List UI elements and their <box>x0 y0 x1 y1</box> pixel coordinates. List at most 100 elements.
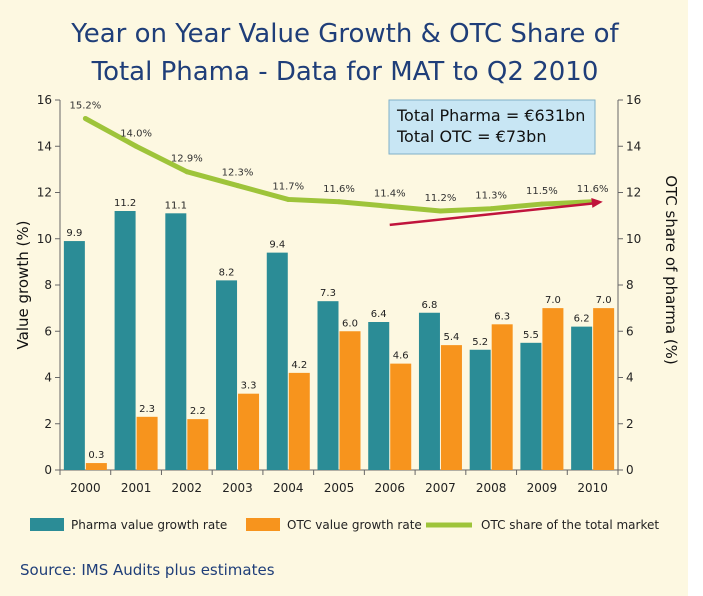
x-tick-label: 2000 <box>70 481 101 495</box>
bar-label-otc: 4.6 <box>393 351 409 362</box>
y-axis-title: Value growth (%) <box>14 221 32 350</box>
legend-swatch-pharma <box>30 518 64 531</box>
annotation-line-2: Total OTC = €73bn <box>396 127 546 146</box>
y-tick-label: 14 <box>37 139 52 153</box>
y2-tick-label: 8 <box>626 278 634 292</box>
y2-tick-label: 2 <box>626 417 634 431</box>
x-tick-label: 2010 <box>577 481 608 495</box>
bar-label-otc: 4.2 <box>291 360 307 371</box>
trend-arrow-shaft <box>389 202 595 227</box>
bar-label-otc: 0.3 <box>88 450 104 461</box>
x-tick-label: 2002 <box>172 481 203 495</box>
otc-share-point <box>285 196 291 202</box>
bar-label-otc: 6.0 <box>342 318 358 329</box>
otc-share-label: 11.6% <box>577 184 609 195</box>
bar-otc <box>593 308 615 470</box>
bar-label-pharma: 11.1 <box>165 200 187 211</box>
bar-label-otc: 2.3 <box>139 404 155 415</box>
bar-label-pharma: 9.4 <box>269 240 285 251</box>
y2-tick-label: 10 <box>626 232 641 246</box>
bar-otc <box>85 463 107 470</box>
bar-pharma <box>165 213 187 470</box>
bar-label-pharma: 8.2 <box>219 267 235 278</box>
bar-label-pharma: 6.4 <box>371 309 387 320</box>
bar-label-pharma: 5.2 <box>472 337 488 348</box>
y-tick-label: 8 <box>44 278 52 292</box>
otc-share-label: 14.0% <box>120 128 152 139</box>
y-tick-label: 16 <box>37 93 52 107</box>
y2-tick-label: 4 <box>626 371 634 385</box>
bar-label-pharma: 7.3 <box>320 288 336 299</box>
bar-pharma <box>63 241 85 470</box>
otc-share-label: 11.5% <box>526 186 558 197</box>
bar-pharma <box>418 312 440 470</box>
y2-tick-label: 0 <box>626 463 634 477</box>
annotation-box: Total Pharma = €631bn Total OTC = €73bn <box>388 99 596 155</box>
bar-otc <box>136 416 158 470</box>
bar-pharma <box>216 280 238 470</box>
y-tick-label: 0 <box>44 463 52 477</box>
bar-label-pharma: 6.2 <box>574 314 590 325</box>
bar-label-pharma: 5.5 <box>523 330 539 341</box>
x-tick-label: 2004 <box>273 481 304 495</box>
y-tick-label: 12 <box>37 186 52 200</box>
chart-title-line-1: Year on Year Value Growth & OTC Share of <box>70 19 619 49</box>
y-tick-label: 10 <box>37 232 52 246</box>
otc-share-point <box>336 199 342 205</box>
y2-axis-title: OTC share of pharma (%) <box>662 175 680 365</box>
annotation-line-1: Total Pharma = €631bn <box>396 106 585 125</box>
y-tick-label: 2 <box>44 417 52 431</box>
bar-pharma <box>520 342 542 470</box>
bar-pharma <box>469 349 491 470</box>
bar-label-otc: 6.3 <box>494 311 510 322</box>
otc-share-point <box>184 169 190 175</box>
bar-pharma <box>114 211 136 470</box>
otc-share-point <box>387 203 393 209</box>
y2-tick-label: 6 <box>626 324 634 338</box>
x-tick-label: 2005 <box>324 481 355 495</box>
x-tick-label: 2007 <box>425 481 456 495</box>
otc-share-label: 11.4% <box>374 188 406 199</box>
otc-share-label: 15.2% <box>69 101 101 112</box>
otc-share-point <box>133 143 139 149</box>
otc-share-label: 11.6% <box>323 184 355 195</box>
otc-share-label: 11.7% <box>272 181 304 192</box>
bar-label-otc: 7.0 <box>596 295 612 306</box>
bar-otc <box>542 308 564 470</box>
chart-title-line-2: Total Phama - Data for MAT to Q2 2010 <box>91 57 599 87</box>
otc-share-label: 11.2% <box>425 193 457 204</box>
y2-tick-label: 12 <box>626 186 641 200</box>
bar-pharma <box>317 301 339 470</box>
otc-share-label: 12.9% <box>171 154 203 165</box>
otc-share-point <box>437 208 443 214</box>
x-tick-label: 2006 <box>374 481 405 495</box>
y-tick-label: 6 <box>44 324 52 338</box>
annotation-box-bg <box>388 99 596 155</box>
bar-pharma <box>368 322 390 470</box>
otc-share-point <box>235 183 241 189</box>
otc-share-point <box>539 201 545 207</box>
y2-tick-label: 14 <box>626 139 641 153</box>
legend-label-otc: OTC value growth rate <box>287 518 422 532</box>
bar-otc <box>187 419 209 470</box>
y-tick-label: 4 <box>44 371 52 385</box>
y2-tick-label: 16 <box>626 93 641 107</box>
bar-otc <box>491 324 513 470</box>
x-tick-label: 2008 <box>476 481 507 495</box>
legend-label-share: OTC share of the total market <box>481 518 659 532</box>
bar-otc <box>390 363 412 470</box>
otc-share-point <box>488 206 494 212</box>
otc-share-label: 12.3% <box>222 168 254 179</box>
legend-swatch-otc <box>246 518 280 531</box>
line-layer: 15.2% 14.0% 12.9% 12.3% 11.7% 11.6% 11.4% 11.2%… <box>69 101 609 227</box>
bar-label-otc: 3.3 <box>241 381 257 392</box>
bar-otc <box>288 372 310 470</box>
legend: Pharma value growth rate OTC value growt… <box>30 518 659 532</box>
bar-label-otc: 5.4 <box>444 332 460 343</box>
bar-label-pharma: 6.8 <box>422 300 438 311</box>
legend-label-pharma: Pharma value growth rate <box>71 518 227 532</box>
bar-label-otc: 7.0 <box>545 295 561 306</box>
bar-label-pharma: 11.2 <box>114 198 136 209</box>
bar-otc <box>339 331 361 470</box>
